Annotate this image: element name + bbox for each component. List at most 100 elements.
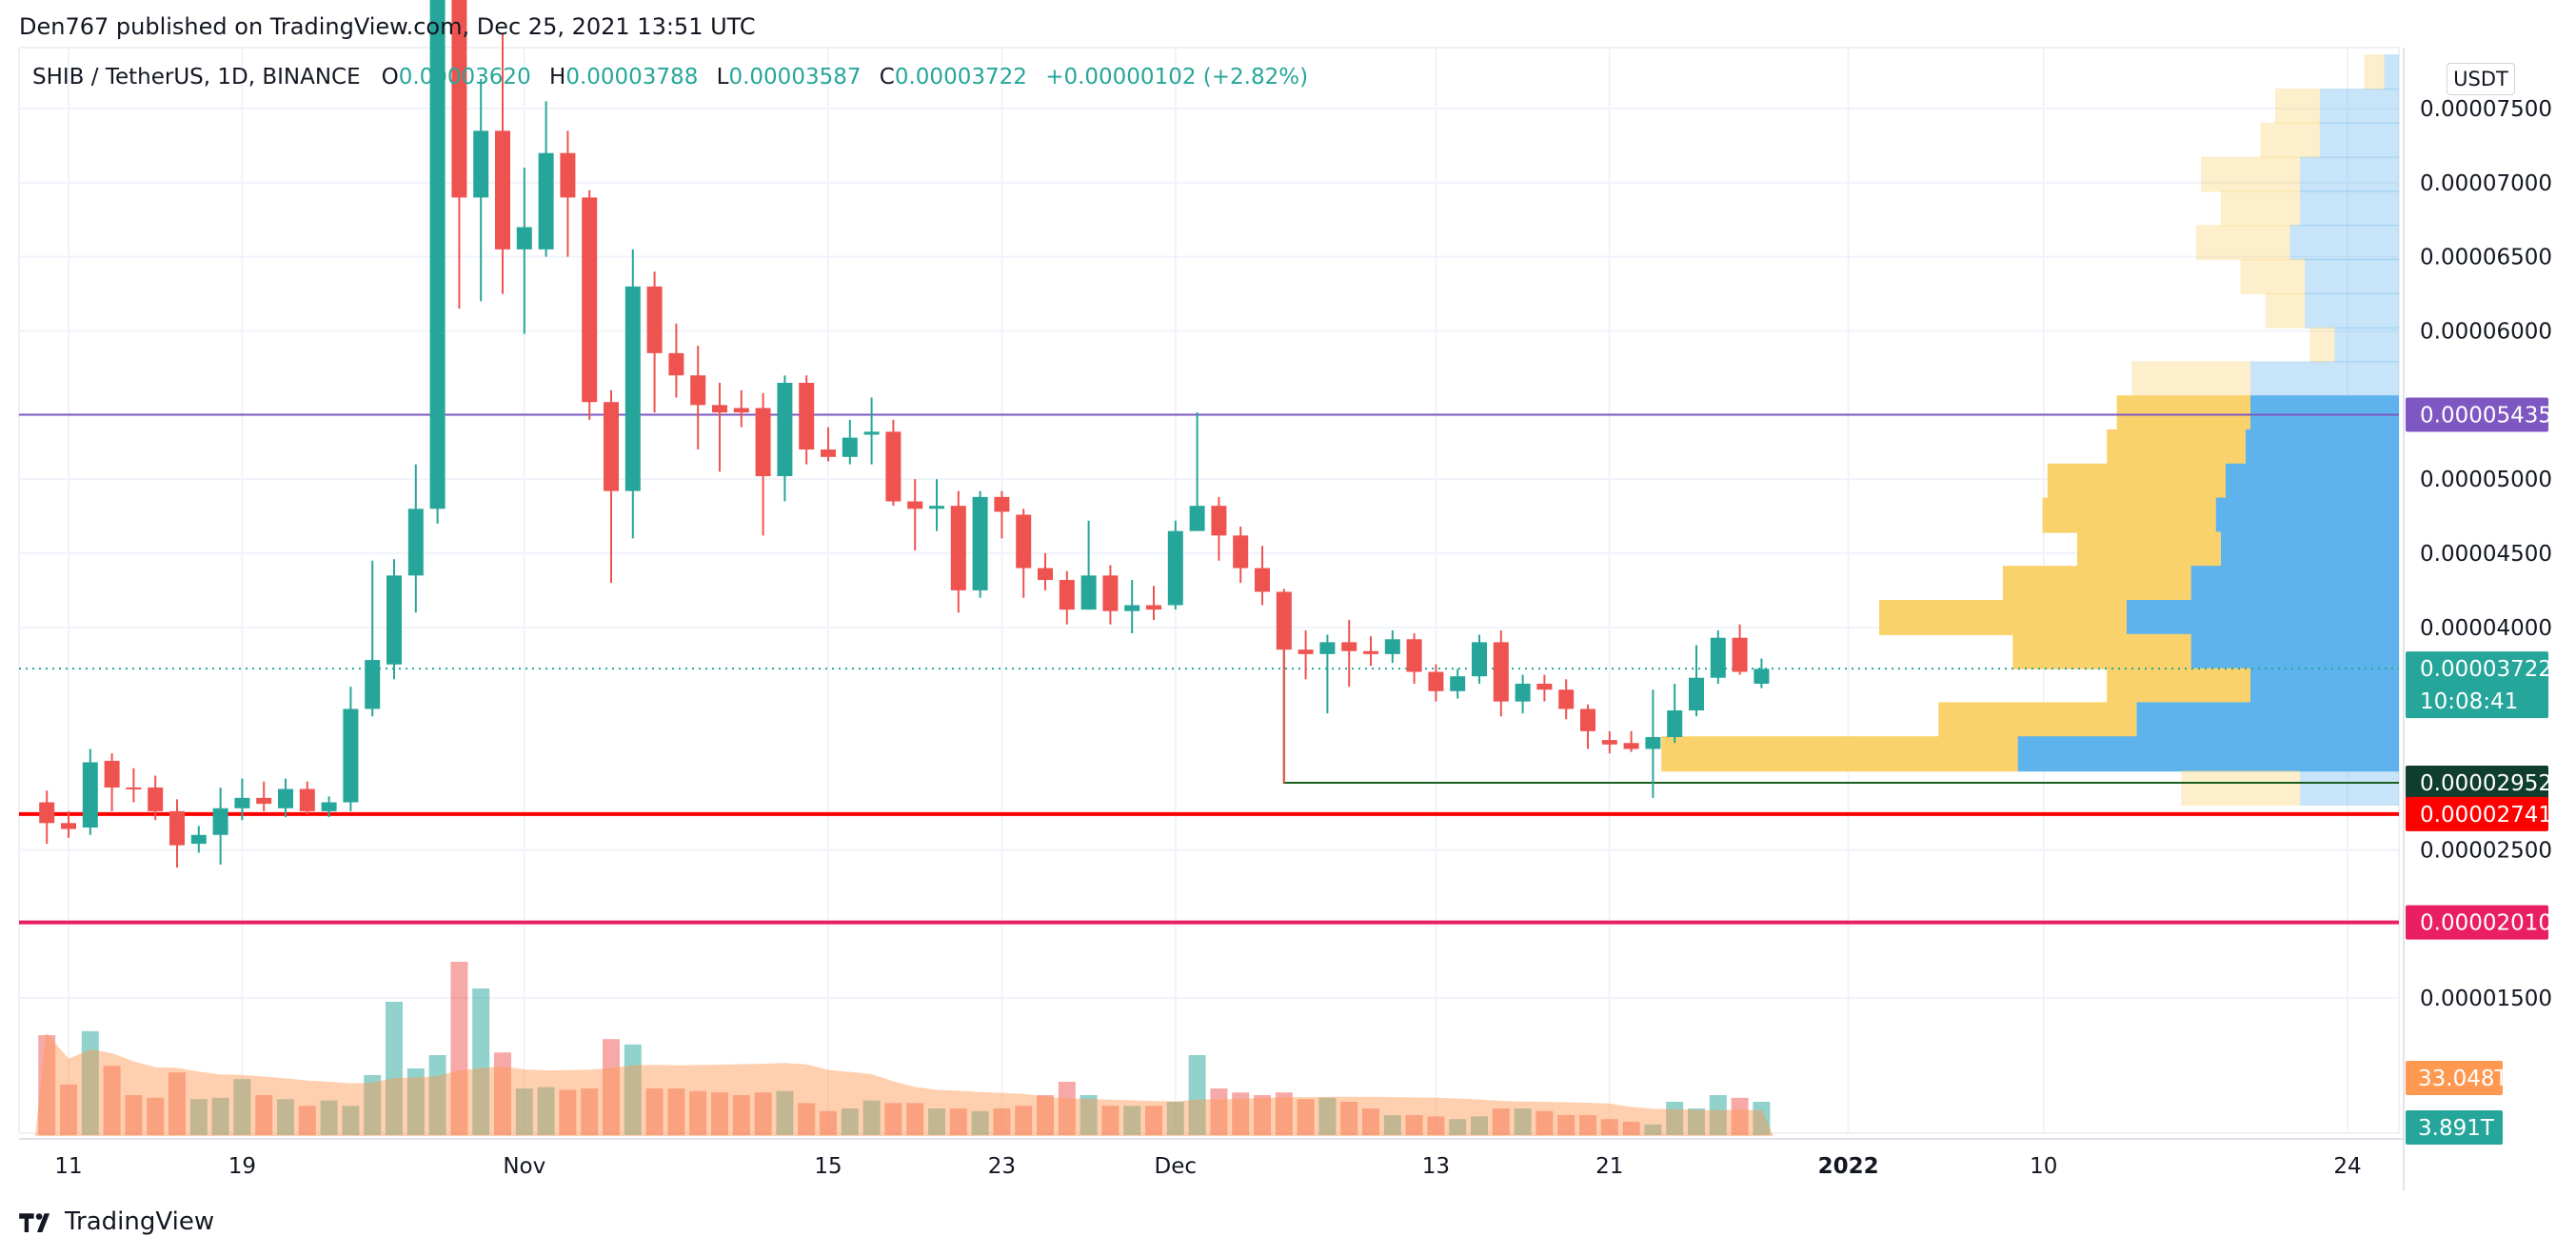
- price-badge-label: 0.00003722: [2420, 657, 2552, 682]
- open-label: O: [381, 65, 399, 90]
- volume-bar: [1058, 1082, 1076, 1135]
- currency-unit-button[interactable]: USDT: [2447, 63, 2515, 95]
- volume-bar: [364, 1075, 382, 1135]
- candle: [429, 0, 446, 524]
- candle: [256, 781, 272, 811]
- candle: [1623, 730, 1639, 752]
- candle-body: [386, 575, 402, 665]
- volume-bar: [1232, 1092, 1250, 1135]
- candle: [1645, 689, 1661, 798]
- volume-bar: [1688, 1108, 1705, 1135]
- candle: [1059, 570, 1075, 625]
- candle-body: [343, 708, 359, 803]
- candle: [190, 826, 207, 853]
- volume-bar: [1210, 1088, 1228, 1135]
- volume-bar: [603, 1039, 620, 1135]
- volume-bar: [645, 1088, 664, 1135]
- vp-up-bar: [2300, 156, 2399, 192]
- vp-up-bar: [2190, 566, 2399, 602]
- vp-up-bar: [2334, 327, 2399, 363]
- candle-body: [407, 509, 424, 576]
- candle: [863, 397, 880, 465]
- footer-brand[interactable]: TradingView: [19, 1207, 214, 1236]
- candle-body: [842, 437, 858, 457]
- volume-pane: [35, 962, 1773, 1136]
- volume-bar: [1709, 1095, 1727, 1135]
- candle: [907, 479, 923, 550]
- vp-down-bar: [2309, 327, 2335, 363]
- candle: [1472, 634, 1487, 684]
- candle-body: [1276, 591, 1292, 650]
- volume-bar: [798, 1103, 816, 1135]
- volume-ma-area: [35, 1032, 1773, 1136]
- candle: [972, 490, 988, 598]
- volume-bar: [906, 1103, 924, 1135]
- volume-bar: [277, 1099, 294, 1135]
- time-tick-label: 19: [228, 1154, 256, 1179]
- price-tick-label: 0.00006000: [2420, 320, 2552, 345]
- candle-body: [950, 506, 966, 590]
- candle-body: [1428, 671, 1444, 691]
- vp-down-bar: [2275, 88, 2320, 124]
- time-tick-label: Dec: [1155, 1154, 1198, 1179]
- vp-down-bar: [2201, 156, 2300, 192]
- price-badge: [2406, 905, 2548, 940]
- price-tick-label: 0.00006500: [2420, 246, 2552, 270]
- vp-down-bar: [2047, 463, 2226, 499]
- candle-body: [1732, 637, 1748, 672]
- candle: [1146, 586, 1161, 621]
- price-badge: [2406, 765, 2548, 800]
- candle: [365, 560, 381, 717]
- candle-body: [495, 130, 510, 249]
- candle-body: [994, 496, 1010, 512]
- candle-body: [1341, 642, 1357, 651]
- candle-body: [1102, 575, 1119, 611]
- candle: [1689, 645, 1704, 717]
- candle: [1124, 580, 1140, 634]
- time-tick-label: 24: [2333, 1154, 2361, 1179]
- candle-body: [907, 501, 923, 509]
- time-tick-label: 21: [1595, 1154, 1623, 1179]
- open-value: 0.00003620: [398, 65, 531, 90]
- symbol-label[interactable]: SHIB / TetherUS, 1D, BINANCE: [32, 65, 361, 90]
- candle-body: [234, 797, 250, 808]
- candle: [1255, 546, 1270, 606]
- candle-body: [1689, 677, 1704, 711]
- candle-body: [1255, 568, 1270, 592]
- volume-bar: [320, 1100, 338, 1135]
- candle-body: [212, 808, 228, 835]
- candle: [582, 190, 598, 420]
- candle-body: [429, 0, 446, 509]
- candle-body: [821, 449, 836, 457]
- candle-body: [560, 152, 576, 198]
- volume-bar: [255, 1095, 273, 1135]
- volume-bar: [428, 1055, 446, 1135]
- volume-bar: [776, 1090, 794, 1135]
- volume-bar: [1015, 1106, 1033, 1135]
- vp-down-bar: [1938, 702, 2137, 738]
- candle-body: [777, 382, 793, 477]
- candle-body: [1363, 650, 1378, 654]
- price-badge-label: 0.00002741: [2420, 803, 2552, 828]
- vp-down-bar: [2220, 190, 2300, 227]
- time-tick-label: 10: [2030, 1154, 2057, 1179]
- volume-bar: [1666, 1102, 1684, 1135]
- candle: [1601, 730, 1617, 754]
- volume-bar: [581, 1088, 599, 1135]
- volume-bar: [515, 1088, 533, 1135]
- volume-badge: [2406, 1061, 2503, 1095]
- volume-bar: [1644, 1124, 1662, 1135]
- candle-body: [321, 802, 337, 811]
- candle-body: [1536, 683, 1553, 690]
- candle-body: [755, 408, 771, 477]
- candle: [473, 78, 489, 302]
- time-tick-label: 23: [988, 1154, 1016, 1179]
- price-badge-label: 0.00002952: [2420, 771, 2552, 796]
- tradingview-logo-icon: [19, 1213, 50, 1232]
- candle: [1428, 664, 1444, 702]
- vp-up-bar: [2215, 497, 2399, 533]
- candle: [1298, 629, 1314, 680]
- candle: [560, 130, 576, 257]
- volume-profile: [1661, 54, 2399, 807]
